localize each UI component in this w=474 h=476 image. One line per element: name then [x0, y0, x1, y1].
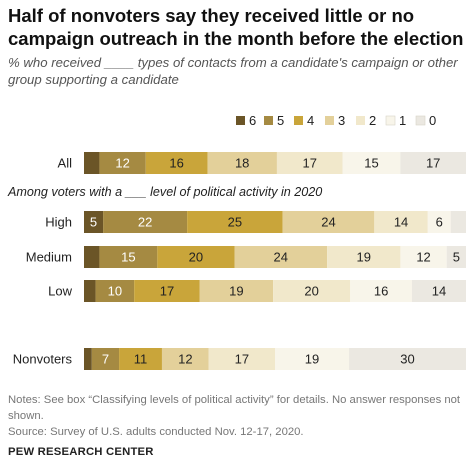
- bar-segment: [84, 211, 104, 233]
- chart-source: Source: Survey of U.S. adults conducted …: [8, 426, 304, 438]
- data-label: 17: [160, 284, 174, 299]
- chart-title: Half of nonvoters say they received litt…: [8, 5, 464, 49]
- bar-segment: [276, 152, 343, 174]
- bar-segment: [84, 246, 100, 268]
- data-label: 17: [302, 156, 316, 171]
- data-label: 20: [189, 250, 203, 265]
- legend-label-4: 4: [307, 113, 314, 128]
- data-label: 10: [108, 284, 122, 299]
- data-label: 19: [357, 250, 371, 265]
- data-label: 15: [364, 156, 378, 171]
- data-label: 12: [416, 250, 430, 265]
- bar-segment: [400, 246, 447, 268]
- bar-segment: [234, 246, 328, 268]
- bar-segment: [187, 211, 283, 233]
- legend-swatch-3: [325, 116, 334, 125]
- data-label: 5: [453, 250, 460, 265]
- data-label: 17: [235, 352, 249, 367]
- data-label: 5: [90, 215, 97, 230]
- legend-swatch-1: [385, 115, 396, 126]
- legend-swatch-4: [294, 116, 303, 125]
- group-label: Among voters with a ___ level of politic…: [7, 185, 322, 199]
- bar-segment: [119, 348, 162, 370]
- bar-segment: [161, 348, 209, 370]
- bar-segment: [208, 348, 275, 370]
- chart-notes: Notes: See box “Classifying levels of po…: [8, 394, 461, 422]
- bar-segment: [327, 246, 401, 268]
- bar-segment: [350, 280, 412, 302]
- data-label: 15: [121, 250, 135, 265]
- legend-swatch-0: [415, 115, 426, 126]
- data-label: 25: [228, 215, 242, 230]
- bar-segment: [99, 152, 146, 174]
- bar-segment: [207, 152, 277, 174]
- data-label: 14: [432, 284, 446, 299]
- bar-segment: [84, 348, 92, 370]
- data-label: 12: [115, 156, 129, 171]
- bar-segment: [282, 211, 375, 233]
- legend-label-2: 2: [369, 113, 376, 128]
- row-label-nonvoters: Nonvoters: [13, 352, 73, 367]
- row-label-high: High: [45, 215, 72, 230]
- bar-segment: [275, 348, 350, 370]
- legend-label-1: 1: [399, 113, 406, 128]
- bar-segment: [91, 348, 120, 370]
- bar-segment: [400, 152, 466, 174]
- bar-segment: [342, 152, 401, 174]
- data-label: 22: [138, 215, 152, 230]
- data-label: 16: [169, 156, 183, 171]
- bar-segment: [273, 280, 351, 302]
- row-label-all: All: [58, 156, 73, 171]
- legend-swatch-5: [264, 116, 273, 125]
- bar-segment: [374, 211, 428, 233]
- bar-segment: [145, 152, 208, 174]
- data-label: 7: [102, 352, 109, 367]
- bar-segment: [134, 280, 200, 302]
- legend-label-0: 0: [429, 113, 436, 128]
- legend-label-5: 5: [277, 113, 284, 128]
- bar-segment: [84, 280, 96, 302]
- legend-label-6: 6: [249, 113, 256, 128]
- bar-segment: [427, 211, 451, 233]
- row-label-low: Low: [48, 284, 72, 299]
- data-label: 11: [134, 352, 148, 367]
- bar-segment: [84, 152, 100, 174]
- bar-segment: [411, 280, 466, 302]
- bar-segment: [95, 280, 135, 302]
- row-label-medium: Medium: [26, 250, 72, 265]
- bar-segment: [349, 348, 466, 370]
- data-label: 24: [321, 215, 335, 230]
- chart-subtitle: % who received ____ types of contacts fr…: [8, 55, 458, 87]
- bar-segment: [450, 211, 466, 233]
- data-label: 6: [436, 215, 443, 230]
- data-label: 12: [178, 352, 192, 367]
- data-label: 19: [229, 284, 243, 299]
- data-label: 18: [235, 156, 249, 171]
- bar-segment: [199, 280, 274, 302]
- legend-swatch-2: [356, 116, 365, 125]
- bar-segment: [157, 246, 235, 268]
- data-label: 20: [304, 284, 318, 299]
- data-label: 17: [426, 156, 440, 171]
- data-label: 24: [274, 250, 288, 265]
- legend-label-3: 3: [338, 113, 345, 128]
- data-label: 16: [374, 284, 388, 299]
- bar-segment: [99, 246, 158, 268]
- bar-segment: [446, 246, 466, 268]
- legend-swatch-6: [236, 116, 245, 125]
- data-label: 19: [305, 352, 319, 367]
- data-label: 14: [394, 215, 408, 230]
- bar-segment: [103, 211, 188, 233]
- org-credit: PEW RESEARCH CENTER: [8, 446, 154, 458]
- data-label: 30: [400, 352, 414, 367]
